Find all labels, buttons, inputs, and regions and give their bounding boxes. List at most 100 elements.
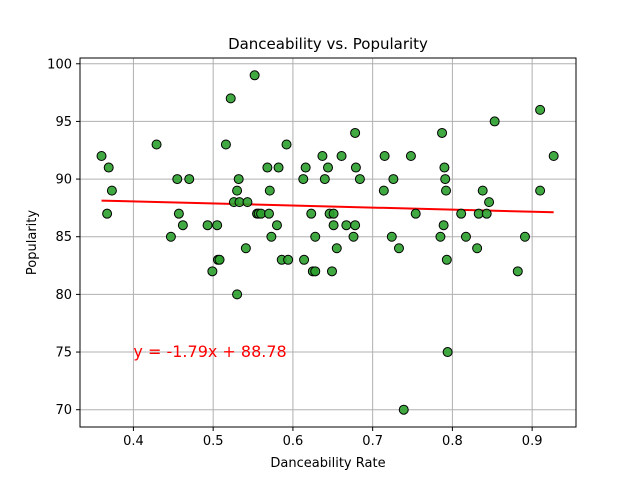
data-point bbox=[472, 243, 483, 254]
data-point bbox=[386, 231, 397, 242]
data-point bbox=[442, 347, 453, 358]
data-point bbox=[440, 174, 451, 185]
data-point bbox=[281, 139, 292, 150]
data-point bbox=[151, 139, 162, 150]
regression-equation: y = -1.79x + 88.78 bbox=[133, 342, 286, 361]
data-point bbox=[232, 185, 243, 196]
y-tick-label: 85 bbox=[55, 230, 72, 245]
data-point bbox=[441, 254, 452, 265]
data-point bbox=[249, 70, 260, 81]
data-point bbox=[548, 151, 559, 162]
data-point bbox=[263, 208, 274, 219]
data-point bbox=[232, 289, 243, 300]
data-point bbox=[393, 243, 404, 254]
data-point bbox=[266, 231, 277, 242]
data-point bbox=[306, 208, 317, 219]
data-point bbox=[331, 243, 342, 254]
y-tick-label: 90 bbox=[55, 173, 72, 188]
data-point bbox=[242, 197, 253, 208]
data-point bbox=[214, 254, 225, 265]
data-point bbox=[212, 220, 223, 231]
y-tick-label: 95 bbox=[55, 115, 72, 130]
data-point bbox=[512, 266, 523, 277]
data-point bbox=[437, 127, 448, 138]
data-point bbox=[456, 208, 467, 219]
data-point bbox=[184, 174, 195, 185]
data-point bbox=[535, 185, 546, 196]
data-point bbox=[477, 185, 488, 196]
data-point bbox=[398, 404, 409, 415]
x-axis-label: Danceability Rate bbox=[270, 456, 385, 471]
data-point bbox=[264, 185, 275, 196]
y-tick-label: 80 bbox=[55, 288, 72, 303]
data-point bbox=[271, 220, 282, 231]
data-point bbox=[225, 93, 236, 104]
data-point bbox=[317, 151, 328, 162]
data-point bbox=[273, 162, 284, 173]
data-point bbox=[233, 174, 244, 185]
x-tick-label: 0.8 bbox=[442, 434, 463, 449]
data-point bbox=[173, 208, 184, 219]
data-point bbox=[519, 231, 530, 242]
chart-title: Danceability vs. Popularity bbox=[228, 35, 428, 53]
data-point bbox=[326, 266, 337, 277]
y-tick-label: 100 bbox=[47, 57, 72, 72]
x-tick-label: 0.5 bbox=[203, 434, 224, 449]
data-point bbox=[439, 162, 450, 173]
data-point bbox=[341, 220, 352, 231]
data-point bbox=[319, 174, 330, 185]
data-point bbox=[328, 208, 339, 219]
x-tick-label: 0.7 bbox=[362, 434, 383, 449]
data-point bbox=[310, 266, 321, 277]
y-tick-label: 70 bbox=[55, 403, 72, 418]
data-point bbox=[96, 151, 107, 162]
data-point bbox=[378, 185, 389, 196]
x-tick-label: 0.6 bbox=[283, 434, 304, 449]
data-point bbox=[405, 151, 416, 162]
data-point bbox=[220, 139, 231, 150]
grid bbox=[80, 58, 576, 427]
data-points bbox=[96, 70, 559, 415]
data-point bbox=[350, 220, 361, 231]
data-point bbox=[177, 220, 188, 231]
data-point bbox=[336, 151, 347, 162]
x-axis-ticks: 0.4 0.5 0.6 0.7 0.8 0.9 bbox=[123, 427, 542, 449]
data-point bbox=[310, 231, 321, 242]
data-point bbox=[240, 243, 251, 254]
data-point bbox=[535, 104, 546, 115]
y-axis-label: Popularity bbox=[25, 210, 40, 275]
x-tick-label: 0.4 bbox=[123, 434, 144, 449]
plot-area-frame bbox=[79, 57, 577, 428]
data-point bbox=[460, 231, 471, 242]
data-point bbox=[489, 116, 500, 127]
data-point bbox=[388, 174, 399, 185]
data-point bbox=[102, 208, 113, 219]
data-point bbox=[106, 185, 117, 196]
data-point bbox=[328, 220, 339, 231]
data-point bbox=[348, 231, 359, 242]
data-point bbox=[350, 162, 361, 173]
data-point bbox=[484, 197, 495, 208]
data-point bbox=[165, 231, 176, 242]
data-point bbox=[283, 254, 294, 265]
data-point bbox=[350, 127, 361, 138]
data-point bbox=[379, 151, 390, 162]
data-point bbox=[299, 254, 310, 265]
data-point bbox=[323, 162, 333, 173]
data-point bbox=[441, 185, 452, 196]
y-axis-ticks: 70 75 80 85 90 95 100 bbox=[47, 57, 80, 418]
data-point bbox=[262, 162, 273, 173]
data-point bbox=[172, 174, 183, 185]
data-point bbox=[354, 174, 365, 185]
data-point bbox=[438, 220, 449, 231]
data-point bbox=[207, 266, 218, 277]
data-point bbox=[481, 208, 492, 219]
data-point bbox=[435, 231, 446, 242]
data-point bbox=[202, 220, 213, 231]
data-point bbox=[103, 162, 114, 173]
data-point bbox=[410, 208, 421, 219]
x-tick-label: 0.9 bbox=[522, 434, 543, 449]
data-point bbox=[298, 174, 309, 185]
data-point bbox=[300, 162, 311, 173]
